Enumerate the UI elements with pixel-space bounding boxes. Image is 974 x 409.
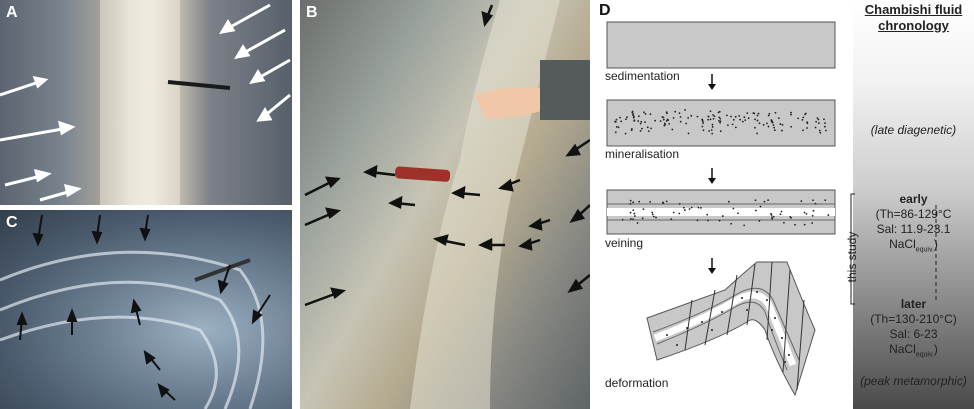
mineralisation-box xyxy=(606,99,836,147)
later-label: later xyxy=(900,297,927,311)
panel-label-b: B xyxy=(306,4,318,21)
photo-a-overlay xyxy=(0,0,291,205)
folded-layer xyxy=(646,261,816,397)
step-label-mineralisation: mineralisation xyxy=(605,147,680,161)
photo-panel-b: B xyxy=(300,0,590,409)
sleeve-shape xyxy=(540,60,590,120)
dashed-connector xyxy=(935,205,937,300)
schematic-panel-d: D xyxy=(597,0,837,409)
white-arrows xyxy=(0,3,291,202)
chronology-panel: Chambishi fluid chronology (late diagene… xyxy=(843,0,974,409)
photo-panel-a: A xyxy=(0,0,292,205)
early-th: (Th=86-129°C xyxy=(875,207,952,221)
early-nacl: NaClequiv.) xyxy=(889,237,938,254)
pen-shape xyxy=(394,166,451,182)
panel-label-d: D xyxy=(599,2,611,19)
chronology-title-1: Chambishi fluid xyxy=(864,2,963,17)
photo-c-overlay xyxy=(0,214,271,409)
deformation-dots xyxy=(666,291,790,363)
later-sal: Sal: 6-23 xyxy=(889,327,938,341)
late-diagenetic-label: (late diagenetic) xyxy=(870,123,957,137)
later-nacl: NaClequiv.) xyxy=(889,342,938,359)
black-arrows-b xyxy=(304,4,590,307)
step-label-sedimentation: sedimentation xyxy=(605,69,680,83)
pencil-shape xyxy=(167,80,231,90)
down-arrow-1 xyxy=(708,74,716,90)
sedimentation-box xyxy=(606,21,836,69)
pencil-shape-c xyxy=(194,258,251,282)
mineral-dots xyxy=(614,109,827,135)
vein-dots xyxy=(621,199,830,227)
peak-metamorphic-label: (peak metamorphic) xyxy=(860,374,967,388)
photo-panel-c: C xyxy=(0,210,292,409)
schematic-drawing xyxy=(606,21,836,397)
early-label: early xyxy=(899,192,928,206)
panel-label-c: C xyxy=(6,214,18,231)
down-arrow-2 xyxy=(708,168,716,184)
photo-b-overlay xyxy=(304,0,590,409)
down-arrow-3 xyxy=(708,258,716,274)
step-label-deformation: deformation xyxy=(605,376,669,390)
chronology-gradient-bar xyxy=(853,0,974,409)
later-th: (Th=130-210°C) xyxy=(870,312,957,326)
early-sal: Sal: 11.9-23.1 xyxy=(876,222,951,236)
study-bracket xyxy=(850,193,855,305)
fold-bands xyxy=(0,250,265,409)
chronology-title-2: chronology xyxy=(878,18,949,33)
hand-shape xyxy=(475,87,545,119)
vein-band xyxy=(607,208,835,216)
panel-label-a: A xyxy=(6,4,18,21)
black-arrows-c xyxy=(16,214,271,401)
cleavage-lines xyxy=(684,261,805,391)
step-label-veining: veining xyxy=(605,236,644,250)
